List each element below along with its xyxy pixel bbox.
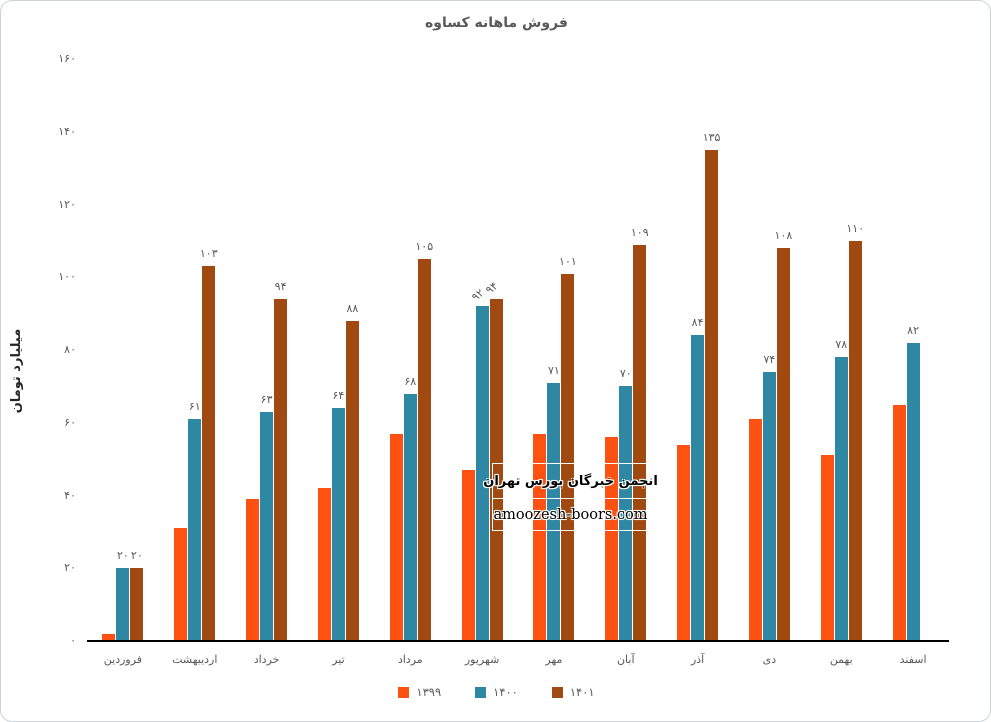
chart-title: فروش ماهانه کساوه — [425, 15, 568, 31]
bar-value-label: ۶۳ — [260, 392, 273, 406]
x-tick-label: تیر — [332, 653, 345, 666]
legend-label: ۱۳۹۹ — [416, 685, 442, 699]
bar-value-label: ۷۰ — [619, 367, 632, 381]
bar-1401-11 — [848, 240, 862, 641]
bar-1400-1 — [116, 568, 130, 641]
x-tick-label: خرداد — [253, 653, 280, 666]
bar-1400-4 — [331, 408, 345, 641]
bar-value-label: ۱۱۰ — [846, 221, 865, 235]
bar-1399-2 — [174, 528, 188, 641]
x-tick-label: آبان — [616, 653, 635, 666]
bar-value-label: ۲۰ — [130, 549, 143, 563]
watermark-url: amoozesh-boors.com — [493, 506, 648, 523]
legend-item-1401: ۱۴۰۱ — [551, 685, 595, 699]
x-tick-label: اسفند — [899, 653, 927, 666]
bar-value-label: ۷۸ — [835, 338, 848, 352]
bar-1399-6 — [461, 470, 475, 641]
y-axis-title: میلیارد تومان — [9, 328, 24, 414]
legend: ۱۳۹۹ ۱۴۰۰ ۱۴۰۱ — [1, 682, 990, 702]
y-tick-label: ۱۴۰ — [58, 124, 76, 138]
x-tick-label: مهر — [545, 653, 563, 666]
x-axis-line — [87, 640, 949, 642]
bar-1401-4 — [345, 320, 359, 641]
bar-value-label: ۶۱ — [188, 400, 201, 414]
bar-1399-12 — [892, 404, 906, 641]
bar-value-label: ۷۱ — [547, 363, 560, 377]
bar-value-label: ۱۰۱ — [559, 254, 577, 268]
bar-value-label: ۱۰۵ — [415, 240, 434, 254]
bar-value-label: ۱۰۹ — [630, 225, 649, 239]
bar-value-label: ۷۴ — [763, 352, 776, 366]
bar-1401-3 — [274, 299, 288, 641]
bar-value-label: ۹۴ — [274, 280, 287, 294]
bar-value-label: ۱۰۳ — [199, 247, 218, 261]
bar-value-label: ۲۰ — [116, 549, 129, 563]
bar-1400-11 — [834, 357, 848, 641]
bar-1401-10 — [776, 248, 790, 641]
y-tick-label: ۲۰ — [64, 561, 76, 575]
legend-item-1399: ۱۳۹۹ — [398, 685, 441, 699]
bar-value-label: ۱۰۸ — [774, 229, 793, 243]
watermark-title: انجمن خبرگان بورس تهران — [483, 464, 658, 499]
bar-1400-6 — [475, 306, 489, 641]
bar-1400-5 — [403, 393, 417, 641]
bar-1401-5 — [417, 259, 431, 641]
bar-1401-2 — [202, 266, 216, 641]
bar-1401-7 — [561, 273, 575, 641]
bar-value-label: ۱۳۵ — [702, 130, 721, 144]
legend-swatch-icon — [398, 686, 410, 698]
y-tick-label: ۴۰ — [64, 488, 76, 502]
x-tick-label: بهمن — [829, 653, 853, 666]
x-tick-label: مرداد — [397, 653, 423, 666]
bar-1400-8 — [619, 386, 633, 641]
bar-1401-9 — [705, 149, 719, 641]
bar-1401-1 — [130, 568, 144, 641]
bar-1399-10 — [748, 419, 762, 641]
bar-1401-6 — [489, 299, 503, 641]
y-tick-label: ۱۶۰ — [58, 52, 76, 65]
bar-1400-10 — [762, 371, 776, 641]
bar-1399-3 — [246, 499, 260, 641]
bar-1400-9 — [691, 335, 705, 641]
bar-1399-4 — [317, 488, 331, 641]
x-tick-label: دی — [762, 653, 777, 666]
bar-1400-2 — [188, 419, 202, 641]
x-tick-label: شهریور — [464, 653, 500, 666]
y-tick-label: ۱۲۰ — [58, 197, 76, 211]
bar-1401-8 — [633, 244, 647, 641]
bar-1399-8 — [605, 437, 619, 641]
bar-value-label: ۶۴ — [332, 389, 345, 403]
y-tick-label: ۶۰ — [64, 415, 76, 429]
x-tick-label: اردیبهشت — [172, 653, 218, 666]
legend-label: ۱۴۰۰ — [493, 685, 518, 699]
bar-1400-7 — [547, 382, 561, 641]
y-tick-label: ۸۰ — [64, 343, 76, 356]
legend-swatch-icon — [475, 686, 487, 698]
bar-value-label: ۸۸ — [346, 301, 359, 315]
legend-item-1400: ۱۴۰۰ — [475, 685, 518, 699]
bar-value-label: ۸۴ — [691, 316, 704, 330]
bar-value-label: ۶۸ — [404, 374, 417, 388]
x-tick-label: فروردین — [103, 653, 143, 666]
legend-label: ۱۴۰۱ — [569, 685, 595, 699]
bar-1399-7 — [533, 433, 547, 641]
bar-1399-9 — [677, 444, 691, 641]
bar-1400-3 — [260, 411, 274, 641]
watermark: انجمن خبرگان بورس تهران amoozesh-boors.c… — [483, 463, 658, 531]
bar-value-label: ۸۲ — [907, 323, 919, 337]
bar-1399-11 — [820, 455, 834, 641]
bar-1400-12 — [906, 342, 920, 641]
y-tick-label: ۰ — [70, 634, 76, 647]
bar-value-label: ۹۲ — [469, 286, 487, 305]
bar-1399-5 — [389, 433, 403, 641]
legend-swatch-icon — [551, 686, 563, 698]
y-tick-label: ۱۰۰ — [58, 270, 76, 284]
x-tick-label: آذر — [690, 653, 705, 666]
bar-1399-1 — [102, 633, 116, 641]
